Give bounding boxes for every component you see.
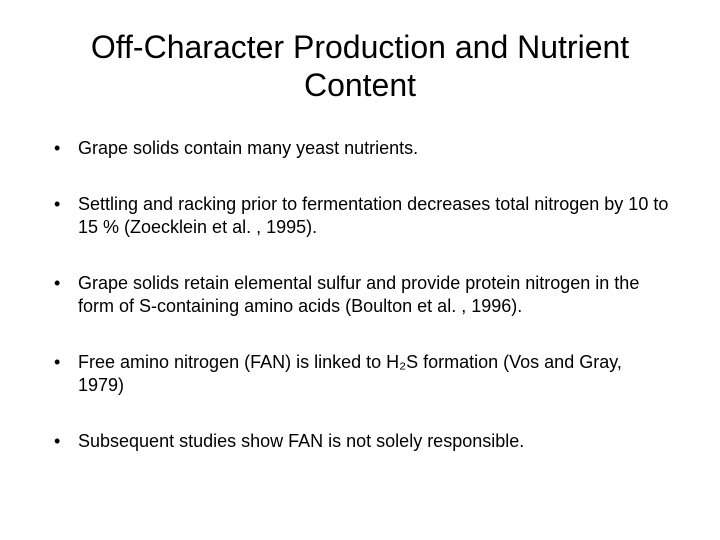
list-item: Free amino nitrogen (FAN) is linked to H… [50, 351, 670, 396]
slide-title: Off-Character Production and Nutrient Co… [50, 28, 670, 105]
bullet-list: Grape solids contain many yeast nutrient… [50, 137, 670, 453]
list-item: Subsequent studies show FAN is not solel… [50, 430, 670, 453]
list-item: Settling and racking prior to fermentati… [50, 193, 670, 238]
list-item: Grape solids contain many yeast nutrient… [50, 137, 670, 160]
list-item: Grape solids retain elemental sulfur and… [50, 272, 670, 317]
slide: Off-Character Production and Nutrient Co… [0, 0, 720, 540]
